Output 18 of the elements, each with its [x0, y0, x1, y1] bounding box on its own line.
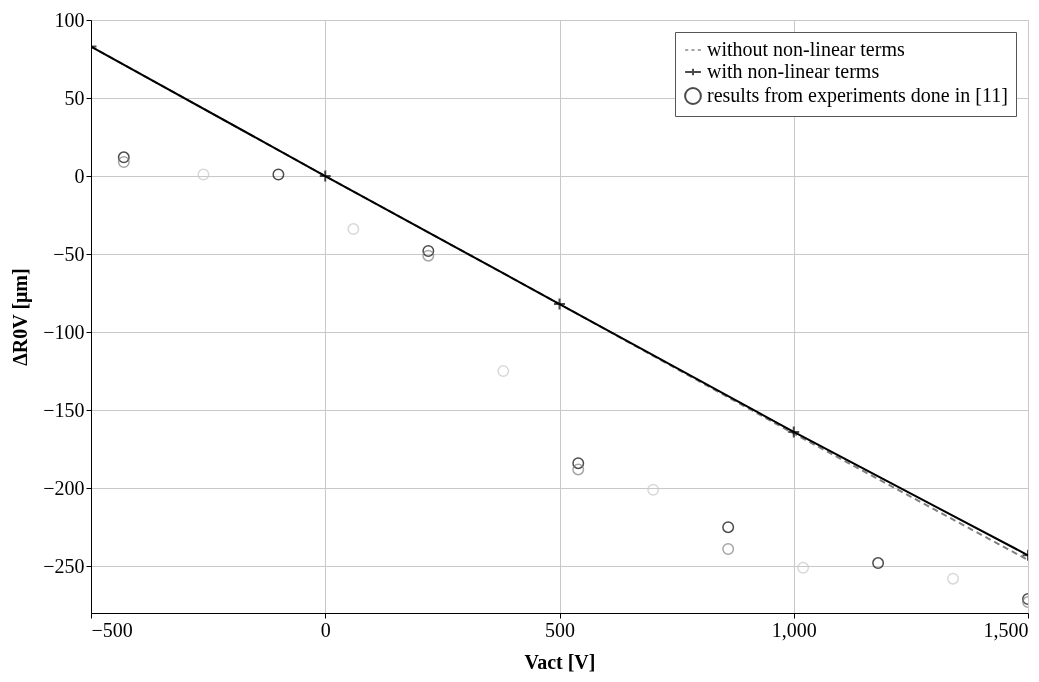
- legend-label: without non-linear terms: [707, 38, 905, 60]
- x-tick-label: 0: [320, 618, 331, 641]
- y-tick-label: −50: [53, 242, 85, 265]
- x-tick-label: 1,000: [771, 618, 817, 641]
- y-tick-label: 50: [64, 86, 85, 109]
- y-tick-label: 100: [54, 8, 85, 31]
- x-tick-label: 500: [545, 618, 575, 641]
- y-axis-title: ΔR0V [μm]: [9, 268, 33, 366]
- legend-label: results from experiments done in [11]: [707, 84, 1008, 107]
- x-axis-title: Vact [V]: [524, 650, 596, 673]
- y-tick-label: −100: [43, 320, 85, 343]
- y-tick-label: −250: [43, 554, 85, 577]
- x-tick-label: 1,500: [983, 618, 1029, 641]
- legend-label: with non-linear terms: [707, 60, 880, 82]
- y-tick-label: −200: [43, 476, 85, 499]
- x-tick-label: −500: [91, 618, 133, 641]
- y-tick-label: 0: [74, 164, 85, 187]
- y-tick-label: −150: [43, 398, 85, 421]
